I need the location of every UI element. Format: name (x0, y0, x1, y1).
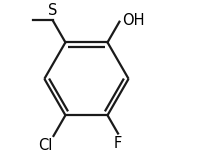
Text: Cl: Cl (38, 138, 52, 153)
Text: F: F (113, 136, 122, 151)
Text: OH: OH (122, 13, 144, 28)
Text: S: S (48, 3, 57, 18)
